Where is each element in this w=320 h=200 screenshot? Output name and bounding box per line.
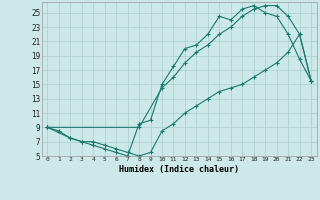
X-axis label: Humidex (Indice chaleur): Humidex (Indice chaleur) (119, 165, 239, 174)
